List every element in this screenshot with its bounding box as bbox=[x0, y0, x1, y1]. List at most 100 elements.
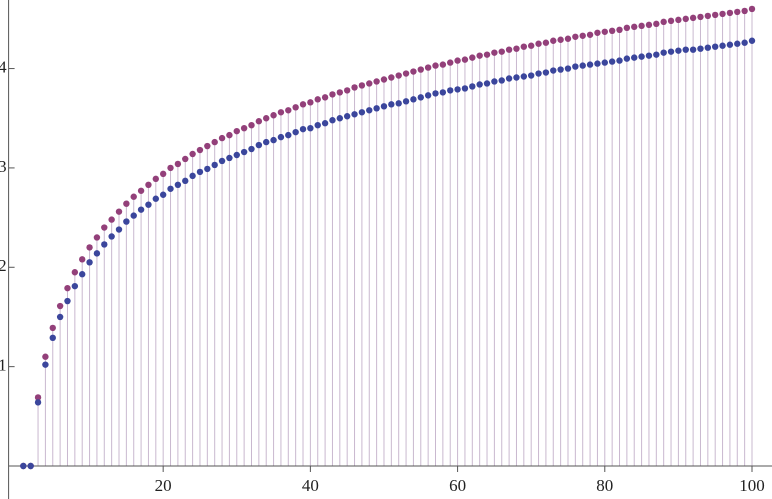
point bbox=[145, 201, 152, 208]
point bbox=[535, 40, 542, 47]
point bbox=[366, 80, 373, 87]
point bbox=[263, 115, 270, 122]
point bbox=[255, 118, 263, 125]
point bbox=[476, 52, 483, 59]
point bbox=[417, 94, 424, 101]
point bbox=[86, 259, 93, 266]
point bbox=[351, 111, 358, 118]
point bbox=[697, 13, 704, 21]
point bbox=[130, 212, 137, 219]
point bbox=[233, 127, 240, 135]
point bbox=[329, 91, 336, 98]
point bbox=[719, 42, 726, 49]
point bbox=[689, 14, 697, 22]
point bbox=[498, 48, 505, 55]
point bbox=[189, 150, 196, 158]
point bbox=[741, 39, 748, 46]
point bbox=[410, 68, 417, 75]
point bbox=[682, 15, 689, 23]
point bbox=[601, 59, 608, 66]
point bbox=[513, 45, 520, 52]
point bbox=[586, 61, 594, 68]
point bbox=[572, 33, 579, 40]
point bbox=[108, 233, 115, 240]
point bbox=[483, 51, 491, 58]
point bbox=[653, 20, 660, 28]
point bbox=[432, 90, 439, 97]
point bbox=[211, 161, 218, 169]
point bbox=[130, 193, 137, 200]
point bbox=[491, 49, 498, 56]
point bbox=[226, 154, 233, 162]
point bbox=[189, 172, 196, 180]
point bbox=[233, 151, 240, 159]
point bbox=[542, 69, 550, 76]
point bbox=[527, 42, 535, 49]
point bbox=[93, 234, 101, 241]
point bbox=[20, 462, 27, 470]
point bbox=[741, 7, 748, 15]
point bbox=[79, 271, 86, 278]
point bbox=[667, 17, 675, 25]
point bbox=[572, 63, 579, 70]
point bbox=[447, 87, 454, 94]
point bbox=[388, 101, 395, 108]
point bbox=[689, 46, 697, 53]
point bbox=[623, 55, 631, 62]
point bbox=[108, 216, 115, 223]
point bbox=[343, 87, 351, 94]
point bbox=[505, 46, 513, 53]
point bbox=[314, 121, 321, 129]
point bbox=[101, 241, 108, 248]
point bbox=[491, 78, 498, 85]
point bbox=[748, 37, 756, 44]
point bbox=[616, 26, 623, 34]
point bbox=[623, 24, 631, 32]
point bbox=[174, 160, 182, 168]
point bbox=[64, 284, 71, 292]
point bbox=[675, 16, 682, 24]
point bbox=[270, 112, 277, 119]
y-tick-label: 3 bbox=[0, 157, 7, 176]
point bbox=[557, 36, 564, 43]
point bbox=[211, 138, 218, 146]
point bbox=[579, 32, 586, 39]
point bbox=[248, 121, 255, 129]
point bbox=[182, 177, 189, 185]
point bbox=[454, 57, 461, 64]
point bbox=[711, 11, 719, 19]
point bbox=[608, 58, 616, 65]
point bbox=[439, 61, 447, 68]
point bbox=[461, 56, 469, 63]
point bbox=[336, 89, 344, 96]
point bbox=[424, 64, 432, 71]
point bbox=[520, 43, 528, 50]
point bbox=[56, 313, 64, 321]
point bbox=[336, 115, 344, 122]
point bbox=[667, 48, 675, 55]
point bbox=[152, 175, 160, 183]
point bbox=[520, 73, 528, 80]
point bbox=[734, 40, 741, 47]
x-tick-label: 40 bbox=[302, 476, 319, 495]
point bbox=[115, 208, 123, 215]
point bbox=[263, 138, 270, 146]
point bbox=[182, 155, 189, 163]
point bbox=[675, 47, 682, 54]
point bbox=[204, 165, 211, 173]
point bbox=[638, 53, 645, 60]
point bbox=[447, 59, 454, 66]
point bbox=[608, 27, 616, 35]
point bbox=[27, 462, 34, 470]
point bbox=[42, 361, 49, 368]
point bbox=[726, 9, 734, 17]
point bbox=[638, 22, 645, 30]
point bbox=[115, 226, 123, 233]
point bbox=[49, 334, 56, 342]
point bbox=[307, 124, 314, 132]
point bbox=[123, 218, 130, 225]
point bbox=[645, 52, 653, 59]
y-tick-label: 4 bbox=[0, 57, 7, 76]
point bbox=[299, 101, 307, 108]
